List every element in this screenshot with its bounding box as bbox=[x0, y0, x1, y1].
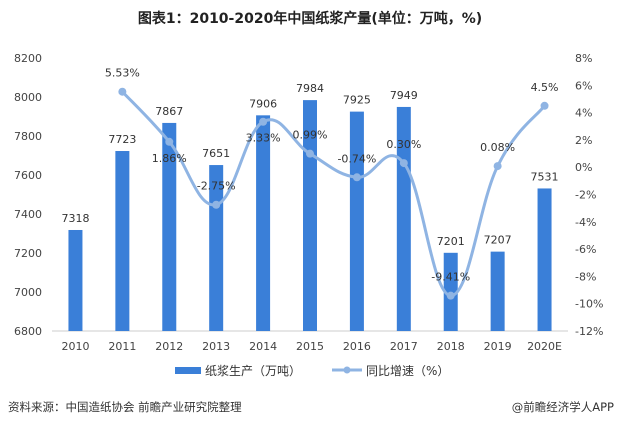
credit-note: @前瞻经济学人APP bbox=[511, 400, 614, 414]
legend-bar-swatch bbox=[175, 367, 201, 374]
right-axis-tick: 0% bbox=[575, 161, 592, 174]
x-axis-tick: 2012 bbox=[155, 340, 183, 353]
bar bbox=[115, 151, 130, 331]
left-axis-tick: 6800 bbox=[14, 325, 42, 338]
x-axis-tick: 2019 bbox=[484, 340, 512, 353]
right-axis-tick: -12% bbox=[575, 325, 603, 338]
bar bbox=[162, 122, 177, 331]
growth-point bbox=[540, 101, 549, 110]
source-note: 资料来源：中国造纸协会 前瞻产业研究院整理 bbox=[8, 400, 242, 414]
left-axis-tick: 7600 bbox=[14, 169, 42, 182]
growth-point bbox=[212, 200, 221, 209]
bar-data-label: 7318 bbox=[61, 212, 89, 225]
left-axis-tick: 8000 bbox=[14, 91, 42, 104]
right-axis-tick: -6% bbox=[575, 243, 596, 256]
right-axis-tick: -8% bbox=[575, 270, 596, 283]
x-axis-tick: 2016 bbox=[343, 340, 371, 353]
legend-bar-label: 纸浆生产（万吨） bbox=[205, 363, 301, 378]
bar-data-label: 7867 bbox=[155, 105, 183, 118]
growth-point bbox=[118, 87, 127, 96]
growth-data-label: -2.75% bbox=[197, 180, 236, 193]
growth-point bbox=[306, 149, 314, 158]
bar-data-label: 7723 bbox=[108, 133, 136, 146]
bar bbox=[68, 229, 83, 331]
growth-point bbox=[259, 117, 268, 126]
x-axis-tick: 2018 bbox=[437, 340, 465, 353]
bar bbox=[349, 111, 364, 331]
chart-title: 图表1：2010-2020年中国纸浆产量(单位：万吨，%) bbox=[137, 11, 483, 27]
bar-data-label: 7651 bbox=[202, 147, 230, 160]
growth-point bbox=[165, 137, 174, 146]
right-axis-tick: 8% bbox=[575, 52, 592, 65]
growth-data-label: 4.5% bbox=[531, 81, 559, 94]
growth-data-label: 0.30% bbox=[386, 138, 421, 151]
right-axis-tick: -10% bbox=[575, 298, 603, 311]
growth-data-label: 0.08% bbox=[480, 141, 515, 154]
bar-data-label: 7531 bbox=[531, 170, 559, 183]
bar bbox=[490, 251, 505, 331]
x-axis-tick: 2020E bbox=[527, 340, 562, 353]
growth-data-label: -0.74% bbox=[337, 152, 376, 165]
growth-point bbox=[399, 159, 408, 168]
left-axis-tick: 7000 bbox=[14, 286, 42, 299]
left-axis-tick: 7200 bbox=[14, 247, 42, 260]
x-axis-tick: 2010 bbox=[61, 340, 89, 353]
growth-line bbox=[121, 90, 546, 298]
x-axis-tick: 2011 bbox=[108, 340, 136, 353]
bar bbox=[537, 188, 552, 331]
x-axis-tick: 2014 bbox=[249, 340, 277, 353]
bar-data-label: 7906 bbox=[249, 97, 277, 110]
x-axis-tick: 2017 bbox=[390, 340, 418, 353]
growth-data-label: 0.99% bbox=[293, 129, 328, 142]
growth-data-label: -9.41% bbox=[431, 271, 470, 284]
growth-data-label: 3.33% bbox=[246, 132, 281, 145]
legend-line-marker bbox=[343, 366, 351, 374]
x-axis-tick: 2015 bbox=[296, 340, 324, 353]
right-axis-tick: 6% bbox=[575, 79, 592, 92]
legend-line-label: 同比增速（%） bbox=[366, 364, 449, 378]
bar-data-label: 7949 bbox=[390, 89, 418, 102]
x-axis-tick: 2013 bbox=[202, 340, 230, 353]
combo-chart: 6800 7000 7200 7400 7600 7800 8000 8200 -12% -10%… bbox=[14, 52, 603, 378]
bar-data-label: 7201 bbox=[437, 235, 465, 248]
right-axis-tick: 4% bbox=[575, 107, 592, 120]
bar bbox=[303, 100, 317, 332]
right-axis-tick: -2% bbox=[575, 189, 596, 202]
left-axis-tick: 8200 bbox=[14, 52, 42, 65]
bar-data-label: 7207 bbox=[484, 234, 512, 247]
growth-point bbox=[446, 291, 455, 300]
bar-data-label: 7925 bbox=[343, 94, 371, 107]
bar-data-label: 7984 bbox=[296, 82, 324, 95]
right-axis-tick: -4% bbox=[575, 216, 596, 229]
growth-data-label: 5.53% bbox=[105, 67, 140, 80]
right-axis-tick: 2% bbox=[575, 134, 592, 147]
growth-data-label: 1.86% bbox=[152, 152, 187, 165]
growth-point bbox=[493, 162, 502, 171]
left-axis-tick: 7400 bbox=[14, 208, 42, 221]
bar bbox=[256, 115, 271, 331]
left-axis-tick: 7800 bbox=[14, 130, 42, 143]
growth-point bbox=[352, 173, 361, 182]
